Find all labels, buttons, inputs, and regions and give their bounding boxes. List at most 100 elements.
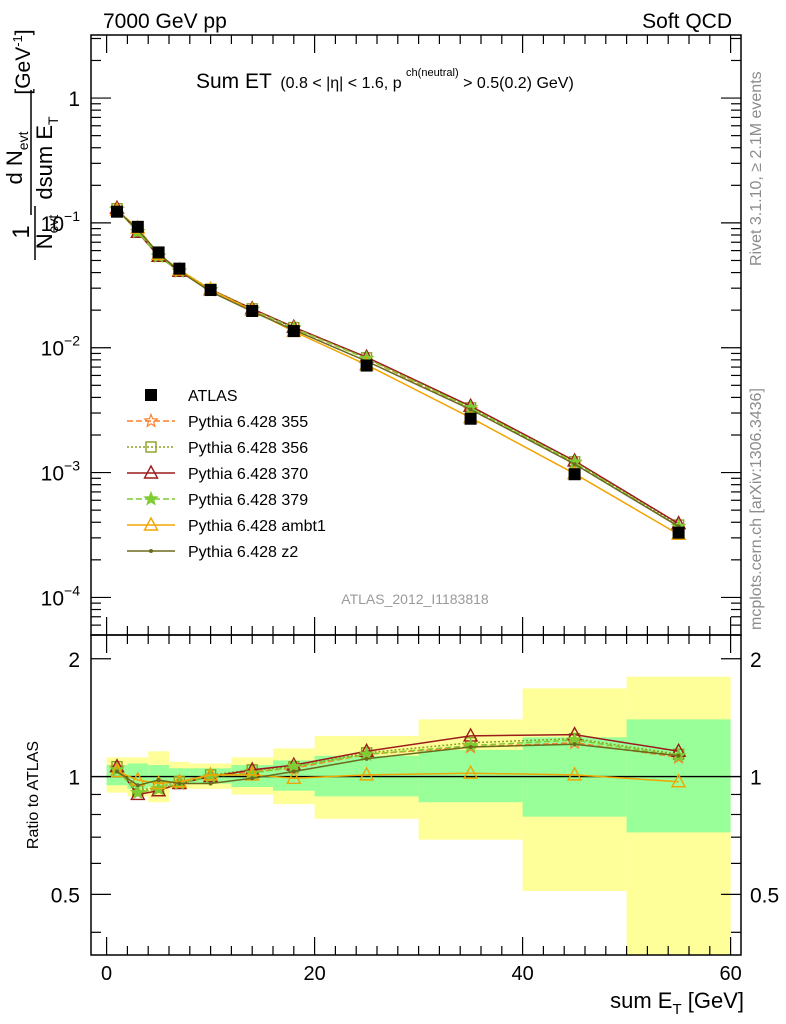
ratio-point-ambt1 — [286, 769, 302, 784]
legend-label-ambt1: Pythia 6.428 ambt1 — [188, 518, 326, 535]
tick-base: 10 — [41, 213, 64, 236]
header-right: Soft QCD — [642, 10, 732, 33]
legend: ATLAS Pythia 6.428 355 Pythia 6.428 356 Pyt… — [127, 388, 326, 561]
ylabel-unit-text: [GeV — [12, 47, 35, 95]
ratio-point-ambt1 — [109, 763, 125, 778]
main-point-atlas — [111, 205, 123, 218]
ratio-point-ambt1 — [358, 766, 375, 781]
ylabel-unit: [GeV-1] — [10, 29, 35, 94]
ratio-point-z2 — [135, 783, 140, 788]
title-cut-post: > 0.5(0.2) GeV) — [463, 75, 574, 92]
ratio-point-ambt1 — [670, 773, 687, 788]
legend-marker-p356 — [145, 441, 157, 453]
ylabel-num-sub: evt — [15, 131, 31, 150]
tick-exp: −4 — [64, 582, 80, 598]
legend-label-p370: Pythia 6.428 370 — [188, 466, 308, 483]
main-point-atlas — [131, 220, 144, 233]
legend-label-p356: Pythia 6.428 356 — [188, 440, 308, 457]
ratio-point-z2 — [250, 776, 255, 781]
main-y-axis-label: 1 d Nevt Nevt dsum ET [GeV-1] — [2, 29, 61, 260]
ratio-point-z2 — [156, 777, 161, 782]
ratio-point-z2 — [291, 769, 296, 774]
ratio-point-z2 — [676, 753, 681, 758]
ratio-point-ambt1 — [566, 766, 583, 781]
legend-label-p379: Pythia 6.428 379 — [188, 492, 308, 509]
x-axis-label: sum ET [GeV] — [610, 988, 744, 1018]
main-y-tick-label: 10−1 — [41, 208, 81, 236]
ratio-y-tick-label-right: 1 — [750, 767, 762, 790]
ylabel-prefix: 1 — [8, 225, 35, 238]
legend-marker-atlas — [145, 389, 157, 401]
ratio-point-p379 — [286, 758, 302, 774]
main-series — [109, 199, 687, 541]
legend-marker-p370 — [143, 464, 159, 479]
ylabel-num: d Nevt — [2, 131, 31, 184]
main-point-atlas — [464, 412, 477, 425]
legend-label-p355: Pythia 6.428 355 — [188, 414, 308, 431]
tick-base: 10 — [41, 463, 64, 486]
main-y-tick-label: 10−2 — [41, 333, 81, 361]
title-cut-sup: ch(neutral) — [406, 67, 459, 79]
legend-label-atlas: ATLAS — [188, 388, 238, 405]
ratio-point-z2 — [364, 756, 369, 761]
xlabel-sub: T — [672, 1001, 681, 1018]
rivet-label: Rivet 3.1.10, ≥ 2.1M events — [748, 71, 765, 266]
x-tick-label: 0 — [101, 963, 112, 985]
ylabel-den2-sub: T — [45, 116, 61, 125]
ratio-y-tick-label-right: 0.5 — [750, 884, 779, 907]
main-point-atlas — [152, 246, 165, 259]
ratio-y-tick-label-right: 2 — [750, 649, 762, 672]
ylabel-num-text: d N — [2, 150, 27, 184]
legend-marker-p379 — [143, 490, 159, 506]
main-point-atlas — [287, 325, 300, 338]
legend-label-z2: Pythia 6.428 z2 — [188, 544, 298, 561]
main-point-atlas — [672, 526, 685, 539]
ratio-point-ambt1 — [462, 764, 479, 779]
tick-base: 10 — [41, 587, 64, 610]
ylabel-den1-text: N — [32, 233, 57, 249]
main-point-z2 — [572, 462, 577, 467]
legend-marker-z2 — [149, 549, 153, 553]
main-y-tick-label: 10−4 — [41, 582, 81, 610]
main-point-atlas — [173, 262, 186, 275]
header-left: 7000 GeV pp — [103, 10, 227, 33]
main-line-p356 — [116, 208, 679, 526]
analysis-watermark: ATLAS_2012_I1183818 — [341, 591, 489, 607]
ratio-point-ambt1 — [150, 775, 167, 790]
main-point-atlas — [204, 284, 217, 297]
tick-exp: −3 — [64, 458, 80, 474]
ratio-uncertainty-bands — [91, 676, 741, 955]
xlabel-text: sum E — [610, 988, 672, 1013]
ylabel-unit-sup: -1 — [10, 35, 25, 47]
ylabel-den1-sub: evt — [45, 215, 61, 234]
title-cut: (0.8 < |η| < 1.6, p — [280, 75, 401, 92]
ratio-y-axis-label: Ratio to ATLAS — [25, 741, 42, 849]
ylabel-den2-text: dsum E — [32, 125, 57, 200]
ratio-point-ambt1 — [202, 766, 219, 781]
ratio-point-z2 — [572, 742, 577, 747]
main-point-atlas — [568, 468, 581, 481]
mcplots-label: mcplots.cern.ch [arXiv:1306.3436] — [748, 388, 765, 630]
main-point-atlas — [360, 359, 373, 372]
ratio-point-z2 — [177, 781, 182, 786]
main-point-atlas — [246, 304, 259, 317]
ratio-series — [109, 726, 687, 801]
plot-title: Sum ET (0.8 < |η| < 1.6, p ch(neutral) >… — [196, 63, 574, 93]
ratio-point-z2 — [208, 781, 213, 786]
ylabel-den1: Nevt — [32, 215, 61, 250]
ratio-point-z2 — [115, 769, 119, 774]
ratio-point-p379 — [130, 784, 146, 800]
ratio-point-ambt1 — [171, 773, 188, 788]
x-tick-label: 60 — [719, 963, 741, 985]
tick-exp: −1 — [64, 208, 80, 224]
ratio-point-z2 — [468, 745, 473, 749]
xlabel-unit: [GeV] — [682, 988, 744, 1013]
legend-marker-ambt1 — [143, 516, 159, 531]
ratio-y-tick-label: 1 — [68, 767, 80, 790]
ratio-y-tick-label: 2 — [68, 649, 80, 672]
title-main: Sum ET — [196, 70, 272, 93]
main-y-tick-label: 10−3 — [41, 458, 81, 486]
ylabel-unit-close: ] — [12, 29, 35, 35]
